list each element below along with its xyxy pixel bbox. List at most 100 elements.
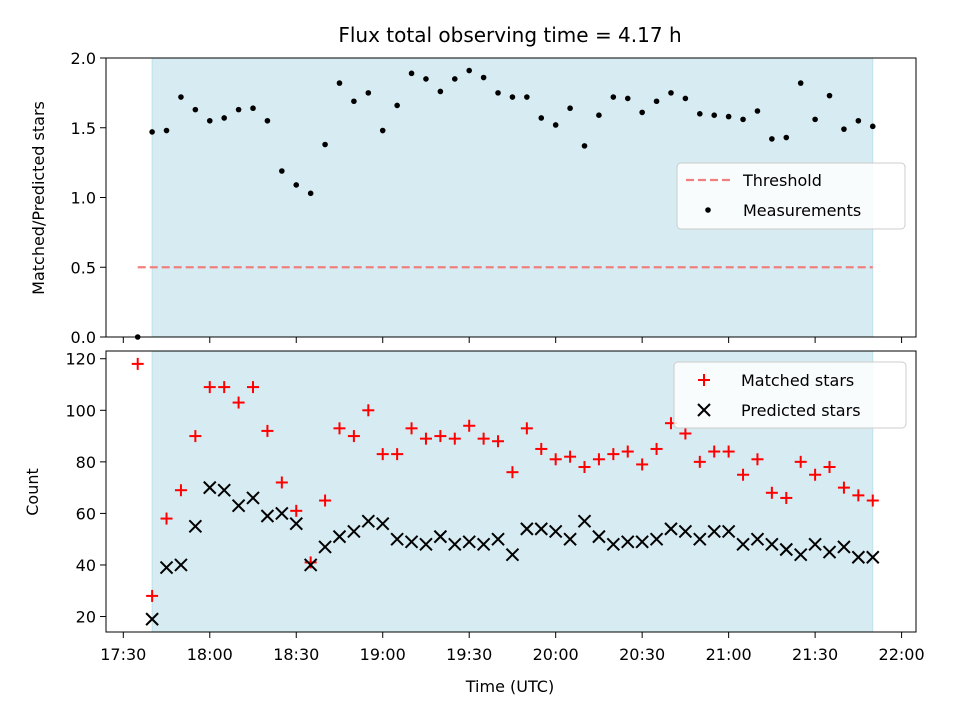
predicted-star-point-b bbox=[649, 532, 664, 546]
matched-star-point bbox=[290, 504, 303, 517]
predicted-star-point bbox=[448, 537, 462, 552]
predicted-star-point-b bbox=[621, 535, 635, 549]
predicted-star-point bbox=[188, 519, 203, 534]
top-panel: 0.0 0.5 1.0 1.5 2.0 Threshold Measurements bbox=[71, 49, 917, 347]
measurement-point bbox=[466, 67, 473, 74]
predicted-star-point-b bbox=[866, 550, 880, 564]
predicted-star-point bbox=[318, 540, 332, 554]
matched-star-point bbox=[737, 468, 750, 481]
measurement-point bbox=[307, 190, 314, 197]
predicted-star-point-b bbox=[275, 506, 289, 521]
predicted-star-point bbox=[491, 532, 505, 546]
measurement-point bbox=[423, 76, 429, 82]
measurement-point bbox=[668, 90, 674, 96]
predicted-star-point-b bbox=[678, 524, 693, 539]
predicted-star-point bbox=[750, 532, 765, 546]
predicted-star-point-b bbox=[433, 529, 448, 544]
legend-predicted-swatch bbox=[697, 403, 711, 417]
predicted-star-point-b bbox=[404, 535, 419, 549]
measurement-point bbox=[524, 94, 530, 100]
matched-star-point bbox=[419, 432, 432, 445]
measurement-point bbox=[351, 98, 357, 105]
matched-star-point bbox=[823, 461, 836, 474]
predicted-star-point-b bbox=[548, 524, 563, 539]
predicted-star-point-b bbox=[779, 542, 793, 557]
measurement-point bbox=[841, 126, 847, 132]
predicted-star-point bbox=[361, 514, 376, 528]
bottom-x-tick-label: 18:30 bbox=[273, 645, 319, 664]
measurement-point bbox=[639, 109, 645, 116]
predicted-star-point bbox=[231, 498, 246, 513]
legend-matched-label: Matched stars bbox=[741, 371, 854, 390]
measurement-point bbox=[451, 76, 458, 82]
matched-star-point bbox=[189, 430, 202, 443]
measurement-point bbox=[797, 80, 804, 86]
measurement-point bbox=[567, 105, 573, 112]
measurement-point bbox=[624, 95, 631, 102]
predicted-star-point-b bbox=[260, 509, 275, 523]
predicted-star-point-b bbox=[203, 480, 217, 495]
predicted-star-point-b bbox=[592, 529, 606, 544]
matched-star-point bbox=[434, 430, 447, 443]
predicted-star-point-b bbox=[765, 537, 779, 552]
measurement-point bbox=[250, 105, 256, 112]
predicted-star-point-b bbox=[837, 540, 851, 554]
predicted-star-point bbox=[563, 532, 577, 546]
measurement-point bbox=[495, 90, 501, 96]
matched-star-point bbox=[463, 419, 476, 432]
predicted-star-point-b bbox=[664, 522, 678, 536]
predicted-star-point bbox=[476, 537, 491, 552]
predicted-star-point-b bbox=[145, 612, 159, 626]
predicted-star-point-b bbox=[750, 532, 765, 546]
matched-star-point bbox=[765, 486, 778, 499]
predicted-star-point bbox=[534, 522, 548, 536]
bottom-y-tick-label: 60 bbox=[76, 504, 96, 523]
measurement-point bbox=[221, 115, 227, 121]
matched-star-point bbox=[809, 468, 822, 481]
measurement-point bbox=[769, 136, 775, 142]
matched-star-point bbox=[837, 481, 850, 494]
matched-star-point bbox=[751, 453, 764, 466]
predicted-star-point bbox=[837, 540, 851, 554]
bottom-panel: 20 40 60 80 100 120 17:30 18:00 18:30 19:00 19:30 2… bbox=[65, 350, 924, 664]
matched-star-point bbox=[520, 422, 533, 435]
matched-star-point bbox=[203, 381, 216, 394]
legend-threshold-label: Threshold bbox=[742, 171, 822, 190]
predicted-star-point-b bbox=[808, 537, 822, 552]
predicted-star-point bbox=[390, 532, 404, 546]
predicted-star-point bbox=[260, 509, 275, 523]
measurement-point bbox=[264, 117, 271, 124]
predicted-star-point bbox=[246, 491, 260, 505]
legend-predicted-swatch-b bbox=[697, 403, 711, 417]
predicted-star-point bbox=[793, 547, 808, 562]
predicted-star-point-b bbox=[635, 535, 649, 549]
matched-star-point bbox=[722, 445, 735, 458]
measurement-point bbox=[480, 74, 487, 81]
predicted-star-point-b bbox=[462, 535, 476, 549]
legend-predicted-label: Predicted stars bbox=[741, 401, 861, 420]
predicted-star-point-b bbox=[851, 550, 866, 564]
bottom-y-tick-label: 80 bbox=[76, 453, 96, 472]
bottom-x-tick-label: 19:30 bbox=[446, 645, 492, 664]
predicted-star-point bbox=[505, 547, 520, 562]
predicted-star-point bbox=[404, 535, 419, 549]
measurement-point bbox=[379, 127, 386, 134]
predicted-star-point bbox=[419, 537, 433, 552]
measurement-point bbox=[437, 88, 444, 95]
predicted-star-point-b bbox=[693, 532, 707, 546]
bottom-legend-frame bbox=[673, 361, 907, 429]
top-y-tick-label: 0.0 bbox=[71, 328, 96, 347]
predicted-star-point bbox=[707, 524, 721, 539]
predicted-star-point-b bbox=[303, 558, 318, 572]
predicted-star-point bbox=[376, 517, 390, 531]
predicted-star-point bbox=[635, 535, 649, 549]
matched-star-point bbox=[578, 461, 591, 474]
matched-star-point bbox=[794, 455, 807, 468]
predicted-star-point-b bbox=[577, 514, 592, 528]
predicted-star-point-b bbox=[289, 517, 303, 531]
predicted-star-point bbox=[621, 535, 635, 549]
matched-star-point bbox=[852, 489, 865, 502]
measurement-point bbox=[149, 129, 155, 135]
predicted-star-point-b bbox=[231, 498, 246, 513]
